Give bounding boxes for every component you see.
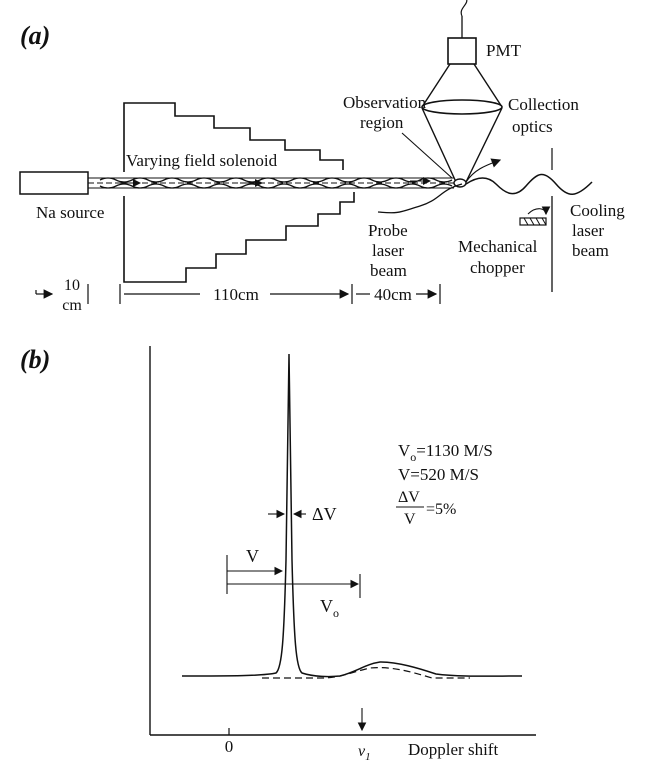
observation-pointer — [401, 132, 453, 179]
pmt-label: PMT — [486, 41, 522, 60]
probe-laser-wave — [377, 183, 463, 214]
solenoid-label: Varying field solenoid — [126, 151, 278, 170]
panel-a-letter: (a) — [20, 21, 50, 50]
chopper-label-line2: chopper — [470, 258, 525, 277]
collection-optics-line2: optics — [512, 117, 553, 136]
ratio-numerator: ΔV — [398, 489, 420, 506]
nu1-label: ν1 — [358, 743, 371, 763]
pmt-assembly: PMT — [421, 0, 522, 188]
spectrum-solid — [181, 353, 523, 678]
v0-label: Vo — [320, 596, 339, 620]
spectrum-dashed — [262, 667, 470, 679]
observation-region-line2: region — [360, 113, 404, 132]
dim-10-top: 10 — [64, 277, 80, 294]
panel-b-letter: (b) — [20, 345, 50, 374]
cooling-label-line1: Cooling — [570, 201, 625, 220]
chopper-label-line1: Mechanical — [458, 237, 538, 256]
dim-10-bottom: cm — [62, 297, 82, 314]
solenoid-bottom — [123, 192, 355, 283]
observation-region-line1: Observation — [343, 93, 427, 112]
collection-lens — [421, 99, 503, 115]
cooling-laser-wave — [465, 173, 593, 195]
chopper-blade — [519, 217, 547, 226]
probe-label-line2: laser — [372, 241, 404, 260]
atomic-beam — [88, 177, 454, 189]
zero-label: 0 — [225, 737, 234, 756]
probe-label-line1: Probe — [368, 221, 408, 240]
na-source-box — [19, 171, 89, 195]
cooling-label-line3: beam — [572, 241, 609, 260]
v0-equation: Vo=1130 M/S — [398, 441, 493, 464]
panel-b: (b) ΔV V Vo Vo=1130 M/S V=520 M/S ΔV V =… — [20, 345, 536, 763]
pmt-box — [447, 37, 477, 65]
cooling-label-line2: laser — [572, 221, 604, 240]
dim-40: 40cm — [374, 285, 412, 304]
v-equation: V=520 M/S — [398, 465, 479, 484]
na-source-label: Na source — [36, 203, 104, 222]
panel-a: (a) PMT Observation region Collection op… — [19, 0, 625, 314]
solenoid-top — [123, 102, 344, 172]
delta-v-label: ΔV — [312, 504, 337, 524]
doppler-shift-label: Doppler shift — [408, 740, 498, 759]
collection-optics-line1: Collection — [508, 95, 579, 114]
ratio-denominator: V — [404, 511, 416, 528]
v-label: V — [246, 546, 259, 566]
dim-110: 110cm — [213, 285, 259, 304]
dimension-line — [35, 284, 441, 304]
probe-label-line3: beam — [370, 261, 407, 280]
ratio-value: =5% — [426, 501, 456, 518]
